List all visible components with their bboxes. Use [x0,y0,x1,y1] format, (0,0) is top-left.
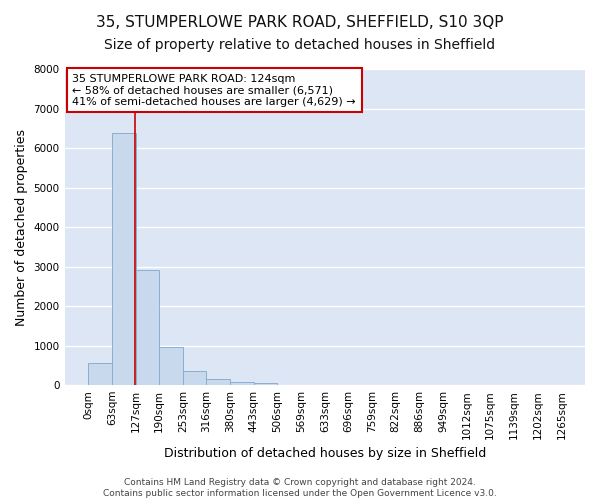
Bar [230,382,254,385]
Bar [254,384,277,385]
Bar [136,270,159,385]
Bar [206,378,230,385]
Y-axis label: Number of detached properties: Number of detached properties [15,128,28,326]
Text: Contains HM Land Registry data © Crown copyright and database right 2024.
Contai: Contains HM Land Registry data © Crown c… [103,478,497,498]
X-axis label: Distribution of detached houses by size in Sheffield: Distribution of detached houses by size … [164,447,486,460]
Bar [159,346,183,385]
Bar [112,133,136,385]
Bar [183,371,206,385]
Bar [88,363,112,385]
Text: 35, STUMPERLOWE PARK ROAD, SHEFFIELD, S10 3QP: 35, STUMPERLOWE PARK ROAD, SHEFFIELD, S1… [96,15,504,30]
Text: Size of property relative to detached houses in Sheffield: Size of property relative to detached ho… [104,38,496,52]
Text: 35 STUMPERLOWE PARK ROAD: 124sqm
← 58% of detached houses are smaller (6,571)
41: 35 STUMPERLOWE PARK ROAD: 124sqm ← 58% o… [73,74,356,107]
